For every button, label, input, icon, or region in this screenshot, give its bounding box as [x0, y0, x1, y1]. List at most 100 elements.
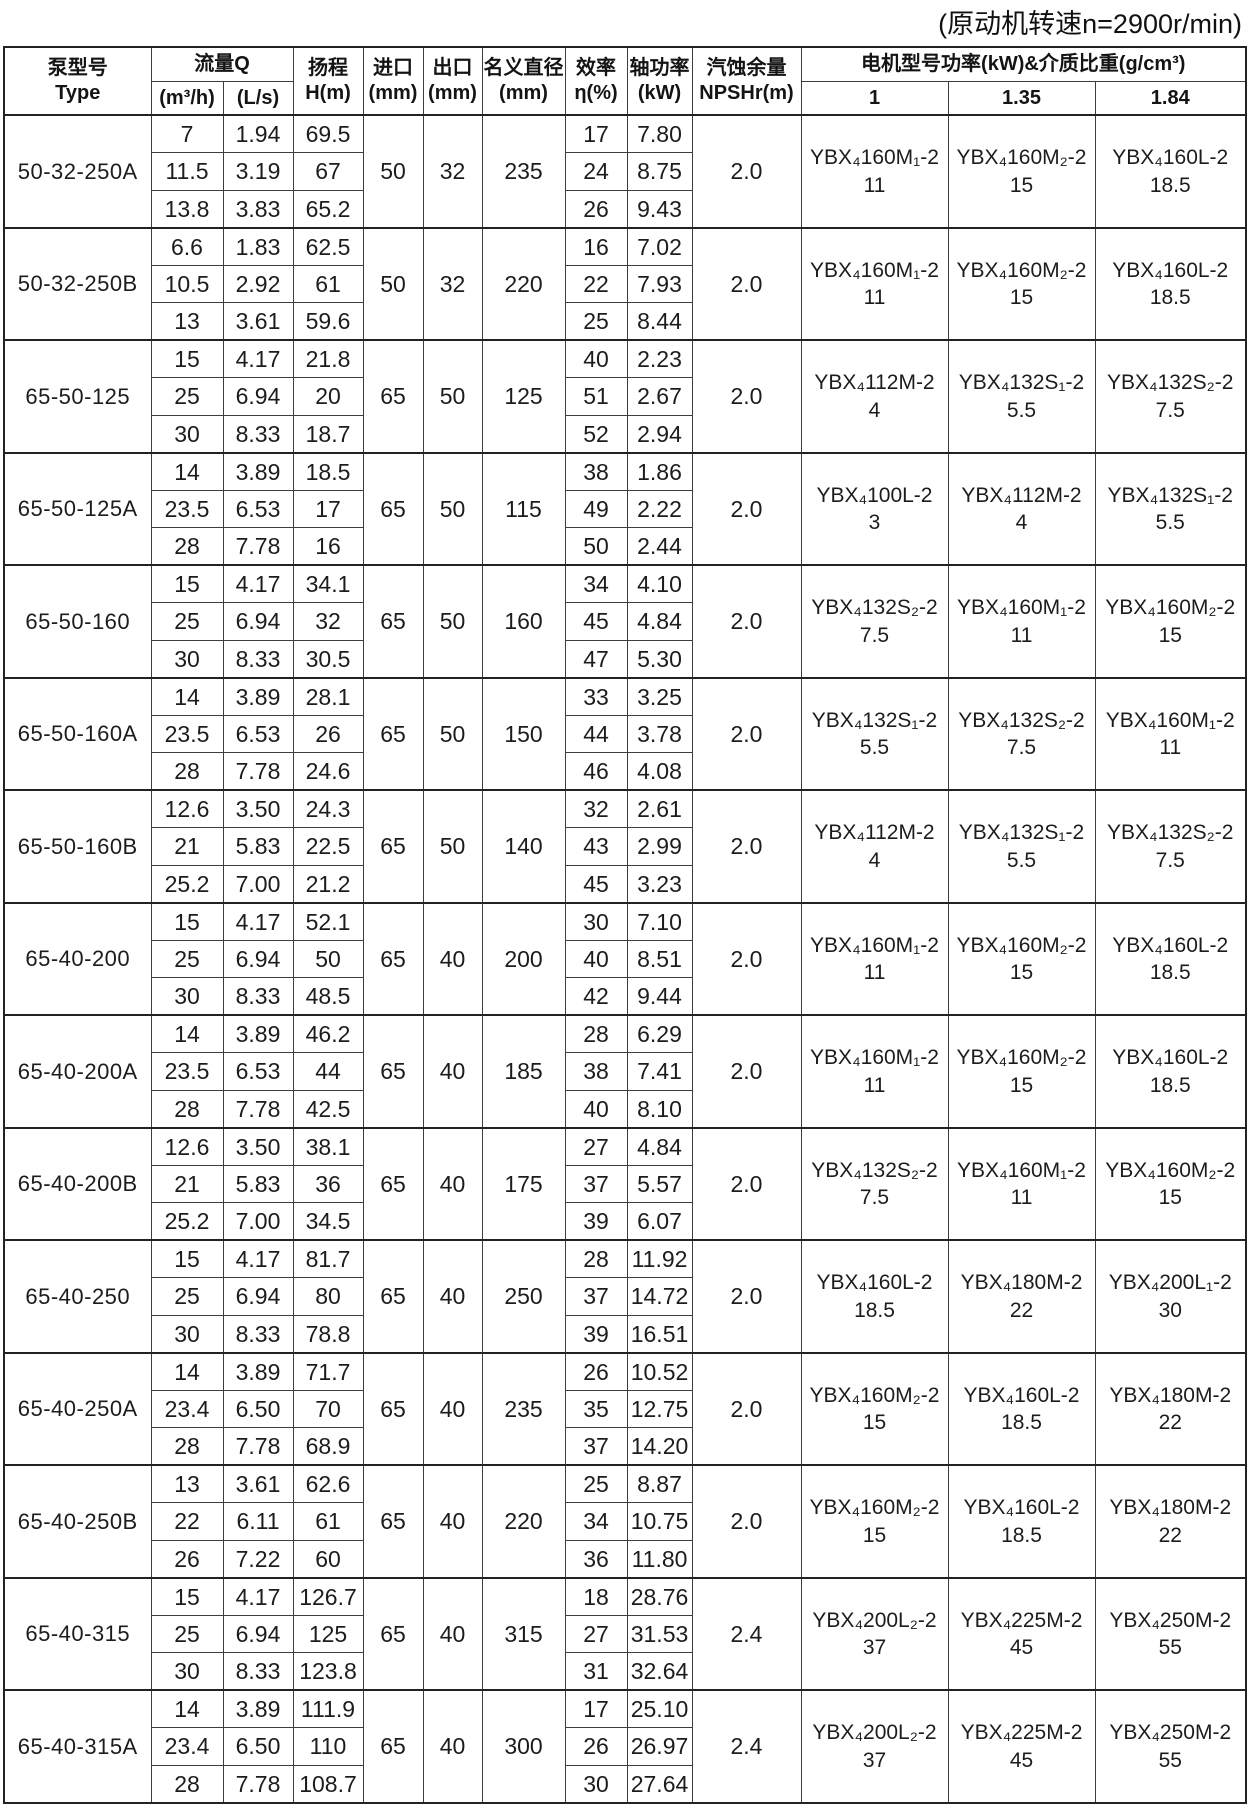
shaft-power-cell: 10.52 [626, 1351, 693, 1391]
flow-m3h-cell: 13.8 [150, 189, 224, 229]
efficiency-cell: 50 [564, 527, 628, 566]
efficiency-cell: 31 [564, 1652, 628, 1691]
pump-model-cell: 65-40-315A [3, 1689, 152, 1804]
efficiency-cell: 52 [564, 414, 628, 454]
motor-cell-gravity-1: YBX₄112M-2 4 [800, 789, 949, 904]
motor-cell-gravity-135: YBX₄132S₂-2 7.5 [947, 676, 1096, 791]
spec-row: 25.2 7.00 34.5 39 6.07 [4, 1202, 1246, 1241]
motor-model-text: YBX₄180M-2 [1109, 1496, 1232, 1520]
shaft-power-cell: 25.10 [626, 1689, 693, 1729]
motor-cell-gravity-184: YBX₄132S₂-2 7.5 [1094, 339, 1247, 454]
header-row-1: 泵型号 Type 流量Q 扬程 H(m) 进口 (mm) 出口 (mm) 名义直… [3, 46, 1247, 116]
motor-power-text: 37 [862, 1636, 887, 1660]
npshr-cell: 2.0 [691, 1239, 802, 1354]
outlet-cell: 40 [422, 1689, 483, 1804]
motor-power-text: 15 [1009, 286, 1034, 310]
efficiency-cell: 17 [564, 1689, 628, 1729]
efficiency-cell: 26 [564, 1351, 628, 1391]
motor-cell-gravity-184: YBX₄160L-2 18.5 [1094, 901, 1247, 1016]
flow-m3h-cell: 15 [150, 1576, 224, 1616]
head-cell: 36 [292, 1164, 364, 1204]
motor-power-text: 45 [1009, 1748, 1034, 1772]
col-header-efficiency: 效率 η(%) [564, 46, 628, 116]
flow-m3h-cell: 22 [150, 1502, 224, 1541]
inlet-cell: 65 [362, 1689, 424, 1804]
flow-ls-cell: 3.89 [222, 1689, 294, 1729]
flow-ls-cell: 8.33 [222, 1652, 294, 1691]
shaft-power-cell: 2.23 [626, 339, 693, 379]
motor-model-text: YBX₄160M₁-2 [810, 146, 939, 170]
motor-power-text: 5.5 [1155, 511, 1185, 535]
motor-model-text: YBX₄112M-2 [961, 483, 1082, 507]
motor-cell-gravity-184: YBX₄160M₁-2 11 [1094, 676, 1247, 791]
shaft-power-cell: 8.51 [626, 939, 693, 979]
flow-m3h-cell: 14 [150, 1689, 224, 1729]
motor-cell-gravity-135: YBX₄132S₁-2 5.5 [947, 789, 1096, 904]
col-header-flow-m3h: (m³/h) [150, 80, 224, 116]
shaft-power-cell: 27.64 [626, 1764, 693, 1804]
flow-ls-cell: 3.83 [222, 189, 294, 229]
flow-ls-cell: 4.17 [222, 1239, 294, 1279]
shaft-power-cell: 2.94 [626, 414, 693, 454]
head-cell: 125 [292, 1614, 364, 1654]
motor-power-text: 22 [1009, 1298, 1034, 1322]
flow-ls-cell: 7.22 [222, 1539, 294, 1579]
shaft-power-cell: 6.07 [626, 1202, 693, 1241]
motor-model-text: YBX₄200L₂-2 [812, 1608, 937, 1632]
spec-row: 25 6.94 125 27 31.53 [4, 1614, 1246, 1654]
efficiency-cell: 42 [564, 977, 628, 1016]
flow-m3h-cell: 23.4 [150, 1389, 224, 1429]
motor-cell-gravity-184: YBX₄132S₁-2 5.5 [1094, 451, 1247, 566]
nominal-diameter-cell: 250 [481, 1239, 566, 1354]
motor-cell-gravity-135: YBX₄160M₁-2 11 [947, 1126, 1096, 1241]
motor-power-text: 15 [1158, 623, 1182, 647]
head-cell: 78.8 [292, 1314, 364, 1354]
spec-row: 10.5 2.92 61 22 7.93 [4, 264, 1246, 304]
flow-m3h-cell: 14 [150, 1351, 224, 1391]
head-cell: 34.5 [292, 1202, 364, 1241]
motor-cell-gravity-135: YBX₄160M₂-2 15 [947, 1014, 1096, 1129]
motor-model-text: YBX₄132S₂-2 [811, 1158, 938, 1182]
motor-cell-gravity-184: YBX₄200L₁-2 30 [1094, 1239, 1247, 1354]
nominal-diameter-cell: 235 [481, 1351, 566, 1466]
efficiency-cell: 25 [564, 1464, 628, 1504]
head-cell: 67 [292, 152, 364, 191]
head-cell: 34.1 [292, 564, 364, 604]
flow-ls-cell: 5.83 [222, 827, 294, 866]
efficiency-cell: 45 [564, 864, 628, 904]
motor-speed-note: (原动机转速n=2900r/min) [938, 9, 1242, 39]
npshr-cell: 2.4 [691, 1576, 802, 1691]
motor-power-text: 3 [868, 511, 881, 535]
flow-ls-cell: 8.33 [222, 639, 294, 679]
motor-cell-gravity-1: YBX₄100L-2 3 [800, 451, 949, 566]
outlet-cell: 40 [422, 1351, 483, 1466]
flow-ls-cell: 4.17 [222, 901, 294, 941]
efficiency-cell: 38 [564, 1052, 628, 1091]
spec-row: 65-40-200A 14 3.89 46.2 65 40 185 28 6.29 2.0 YBX₄… [3, 1014, 1247, 1129]
efficiency-cell: 40 [564, 1089, 628, 1129]
shaft-power-cell: 8.44 [626, 302, 693, 341]
motor-cell-gravity-135: YBX₄160M₂-2 15 [947, 114, 1096, 229]
motor-cell-gravity-1: YBX₄160M₂-2 15 [800, 1464, 949, 1579]
efficiency-cell: 30 [564, 1764, 628, 1804]
motor-model-text: YBX₄160M₂-2 [956, 1046, 1087, 1070]
motor-power-text: 4 [1015, 511, 1028, 535]
motor-model-text: YBX₄160M₁-2 [810, 1046, 939, 1070]
motor-model-text: YBX₄200L₂-2 [812, 1721, 937, 1745]
shaft-power-cell: 7.93 [626, 264, 693, 304]
inlet-cell: 65 [362, 789, 424, 904]
efficiency-cell: 49 [564, 489, 628, 529]
inlet-cell: 65 [362, 564, 424, 679]
efficiency-cell: 28 [564, 1239, 628, 1279]
flow-m3h-cell: 23.5 [150, 489, 224, 529]
head-cell: 62.5 [292, 226, 364, 266]
shaft-power-cell: 9.43 [626, 189, 693, 229]
shaft-power-cell: 2.44 [626, 527, 693, 566]
efficiency-cell: 26 [564, 1727, 628, 1766]
pump-model-cell: 65-50-125 [3, 339, 152, 454]
col-header-flow: 流量Q [150, 46, 294, 82]
head-cell: 61 [292, 1502, 364, 1541]
efficiency-cell: 37 [564, 1427, 628, 1466]
spec-row: 13.8 3.83 65.2 26 9.43 [4, 189, 1246, 229]
inlet-cell: 65 [362, 1014, 424, 1129]
